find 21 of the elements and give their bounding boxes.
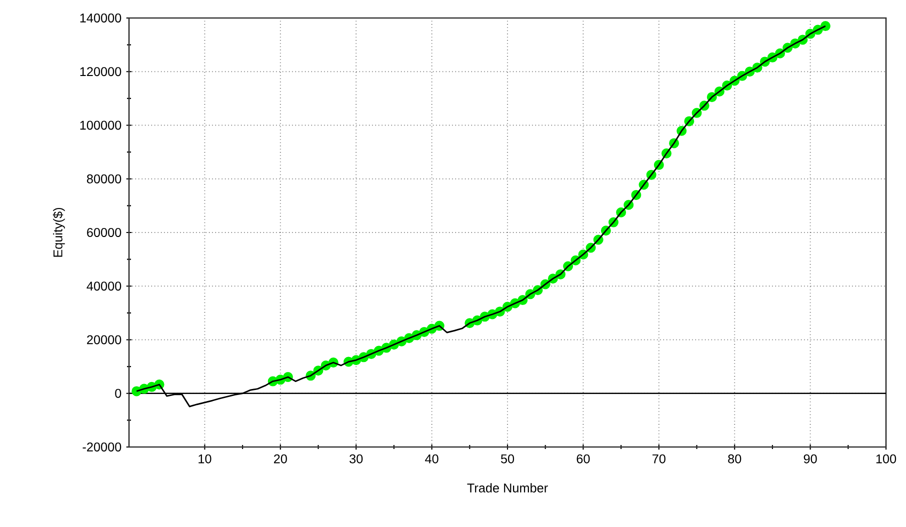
- x-tick-label: 50: [500, 454, 514, 464]
- x-tick-label: 40: [425, 454, 438, 464]
- x-tick-label: 70: [652, 454, 666, 464]
- x-tick-label: 90: [804, 454, 817, 464]
- x-axis-title: Trade Number: [467, 483, 548, 492]
- x-tick-label: 80: [728, 454, 742, 464]
- y-axis-title: Equity($): [52, 208, 65, 257]
- y-tick-label: 140000: [80, 14, 122, 22]
- y-tick-label: 0: [115, 388, 122, 398]
- x-tick-label: 20: [274, 454, 287, 464]
- y-tick-label: 40000: [86, 282, 122, 291]
- y-tick-label: 120000: [80, 67, 122, 76]
- x-tick-label: 30: [350, 454, 363, 464]
- x-tick-label: 10: [198, 454, 212, 464]
- x-tick-label: 60: [576, 454, 590, 464]
- x-tick-label: 100: [876, 454, 896, 464]
- y-tick-label: 80000: [86, 174, 122, 184]
- y-tick-label: 60000: [87, 228, 122, 237]
- y-tick-label: 100000: [80, 120, 122, 130]
- y-tick-label: -20000: [82, 442, 122, 452]
- y-tick-label: 20000: [87, 335, 122, 344]
